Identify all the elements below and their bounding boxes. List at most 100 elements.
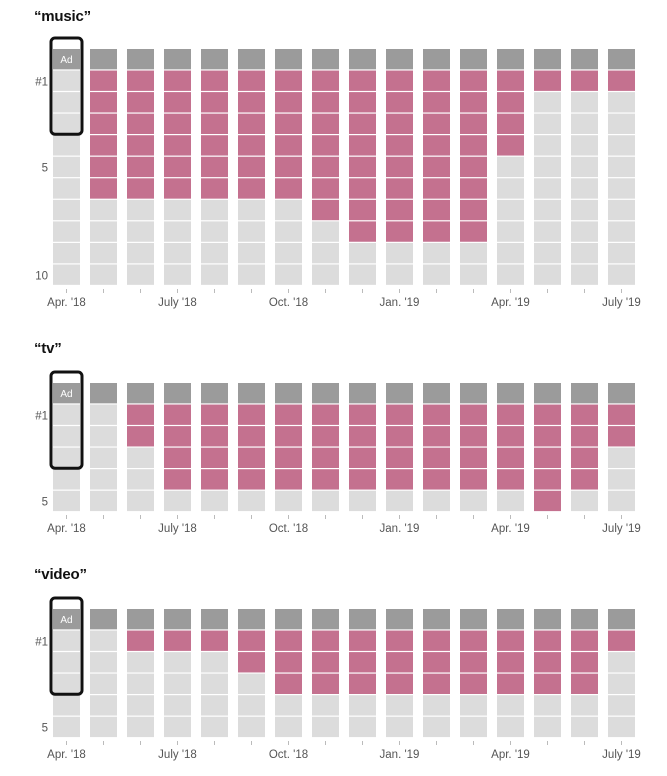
bar-month-15-rank-2 (608, 426, 635, 447)
bar-month-10-rank-2 (423, 92, 450, 113)
bar-month-12-rank-1 (497, 404, 524, 425)
bar-month-11-rank-3 (460, 673, 487, 694)
bar-month-4-rank-3 (201, 447, 228, 468)
bar-month-15-rank-1 (608, 70, 635, 91)
bar-month-2-rank-4 (127, 135, 154, 156)
bar-month-2-rank-3 (127, 673, 154, 694)
bar-month-9-rank-4 (386, 695, 413, 716)
bar-month-13-rank-10 (534, 264, 561, 285)
bar-month-15-rank-2 (608, 652, 635, 673)
bar-month-8-rank-0 (349, 609, 376, 630)
x-tick-label: Apr. '18 (47, 523, 86, 535)
bar-month-14-rank-4 (571, 135, 598, 156)
bar-month-6-rank-8 (275, 221, 302, 242)
bar-month-15-rank-9 (608, 242, 635, 264)
bar-month-14-rank-5 (571, 716, 598, 738)
bar-month-8-rank-2 (349, 652, 376, 673)
bar-month-13-rank-1 (534, 70, 561, 91)
bar-month-15-rank-1 (608, 630, 635, 651)
bar-month-14-rank-7 (571, 199, 598, 221)
bar-month-13-rank-4 (534, 135, 561, 156)
bar-month-5-rank-3 (238, 673, 265, 694)
bar-month-7-rank-0 (312, 49, 339, 70)
bar-month-3-rank-0 (164, 383, 191, 404)
bar-month-5-rank-1 (238, 70, 265, 91)
bar-month-1-rank-5 (90, 156, 117, 178)
bar-month-8-rank-2 (349, 92, 376, 113)
bar-month-15-rank-2 (608, 92, 635, 113)
bar-month-5-rank-2 (238, 652, 265, 673)
bar-month-3-rank-2 (164, 92, 191, 113)
bar-month-10-rank-5 (423, 716, 450, 738)
bar-month-1-rank-0 (90, 49, 117, 70)
bar-month-1-rank-3 (90, 113, 117, 134)
bar-month-9-rank-8 (386, 221, 413, 242)
phone-frame (49, 596, 84, 696)
bar-month-2-rank-5 (127, 490, 154, 512)
bar-month-7-rank-8 (312, 221, 339, 242)
bar-month-11-rank-7 (460, 199, 487, 221)
bar-month-7-rank-3 (312, 447, 339, 468)
bar-month-8-rank-5 (349, 716, 376, 738)
bar-month-3-rank-3 (164, 113, 191, 134)
bar-month-3-rank-3 (164, 447, 191, 468)
bar-month-7-rank-2 (312, 426, 339, 447)
bar-month-11-rank-5 (460, 716, 487, 738)
bar-month-10-rank-0 (423, 49, 450, 70)
bar-month-11-rank-2 (460, 426, 487, 447)
bar-month-7-rank-6 (312, 178, 339, 199)
x-tick-label: July '18 (158, 297, 197, 309)
bar-month-10-rank-8 (423, 221, 450, 242)
bar-month-1-rank-6 (90, 178, 117, 199)
bar-month-1-rank-10 (90, 264, 117, 285)
bar-month-2-rank-9 (127, 242, 154, 264)
bar-month-13-rank-0 (534, 383, 561, 404)
bar-month-0-rank-1 (53, 630, 80, 651)
bar-month-9-rank-0 (386, 49, 413, 70)
bar-month-4-rank-7 (201, 199, 228, 221)
bar-month-0-rank-10 (53, 264, 80, 285)
bar-month-13-rank-2 (534, 92, 561, 113)
bar-month-14-rank-9 (571, 242, 598, 264)
y-tick-label: 5 (42, 497, 48, 509)
bar-month-15-rank-4 (608, 469, 635, 490)
bar-month-8-rank-7 (349, 199, 376, 221)
bar-month-6-rank-0 (275, 383, 302, 404)
bar-month-5-rank-6 (238, 178, 265, 199)
bar-month-15-rank-0 (608, 609, 635, 630)
bar-month-12-rank-6 (497, 178, 524, 199)
bar-month-3-rank-5 (164, 716, 191, 738)
bar-month-0-rank-2 (53, 652, 80, 673)
bar-month-8-rank-1 (349, 630, 376, 651)
bar-month-8-rank-1 (349, 404, 376, 425)
bar-month-9-rank-1 (386, 70, 413, 91)
bar-month-6-rank-0 (275, 49, 302, 70)
bar-month-7-rank-0 (312, 609, 339, 630)
x-tick-label: July '19 (602, 523, 641, 535)
bar-month-8-rank-5 (349, 156, 376, 178)
bar-month-6-rank-3 (275, 447, 302, 468)
bar-month-12-rank-7 (497, 199, 524, 221)
bar-month-9-rank-1 (386, 630, 413, 651)
x-tick-label: Oct. '18 (269, 523, 308, 535)
bar-month-12-rank-3 (497, 673, 524, 694)
x-tick-label: July '18 (158, 523, 197, 535)
bar-month-7-rank-5 (312, 490, 339, 512)
bar-month-3-rank-0 (164, 49, 191, 70)
bar-month-13-rank-1 (534, 404, 561, 425)
bar-month-7-rank-4 (312, 695, 339, 716)
bar-month-0-rank-5 (53, 490, 80, 512)
bar-month-11-rank-5 (460, 490, 487, 512)
bar-month-4-rank-6 (201, 178, 228, 199)
bar-month-1-rank-0 (90, 383, 117, 404)
bar-month-3-rank-10 (164, 264, 191, 285)
bar-month-1-rank-1 (90, 70, 117, 91)
phone-ad-label: Ad (60, 389, 72, 400)
bar-month-1-rank-0 (90, 609, 117, 630)
music-chart: Ad #1 5 10 Apr. '18 July '18 Oct. '18 Jan. '19 A… (35, 36, 641, 309)
bar-month-0-rank-5 (53, 716, 80, 738)
bar-month-9-rank-1 (386, 404, 413, 425)
bar-month-15-rank-3 (608, 673, 635, 694)
bar-month-10-rank-1 (423, 630, 450, 651)
bar-month-5-rank-3 (238, 447, 265, 468)
